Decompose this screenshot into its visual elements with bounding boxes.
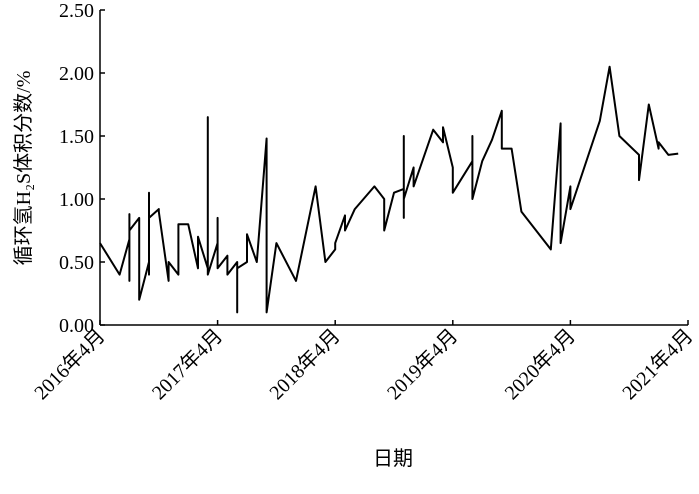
y-tick-label: 2.50 [59,0,94,22]
data-line [99,65,679,314]
y-tick-label: 0.00 [59,315,94,337]
y-tick-label: 0.50 [59,252,94,274]
x-tick-label: 2020年4月 [500,324,580,404]
x-tick-label: 2018年4月 [265,324,345,404]
y-axis-label: 循环氢H₂S体积分数/% [12,71,35,266]
y-tick-label: 1.50 [59,126,94,148]
x-axis-label: 日期 [373,448,413,470]
x-tick-label: 2021年4月 [618,324,698,404]
y-tick-label: 1.00 [59,189,94,211]
y-tick-label: 2.00 [59,63,94,85]
x-tick-label: 2019年4月 [382,324,462,404]
x-tick-label: 2017年4月 [147,324,227,404]
